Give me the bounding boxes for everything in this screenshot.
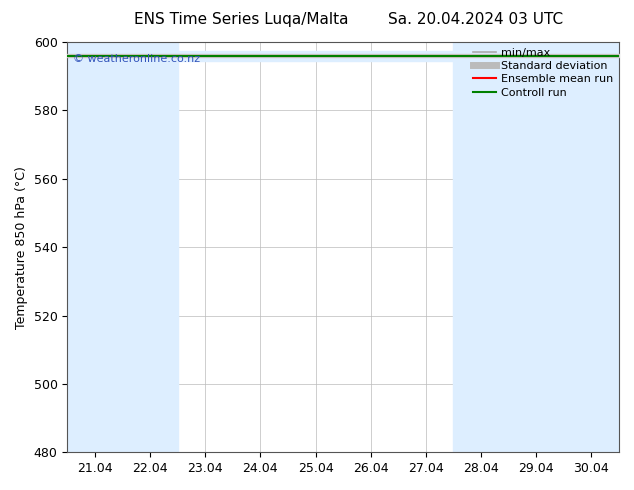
Bar [122,42,178,452]
Legend: min/max, Standard deviation, Ensemble mean run, Controll run: min/max, Standard deviation, Ensemble me… [474,48,614,98]
Y-axis label: Temperature 850 hPa (°C): Temperature 850 hPa (°C) [15,166,28,329]
Bar [564,42,619,452]
Text: Sa. 20.04.2024 03 UTC: Sa. 20.04.2024 03 UTC [388,12,563,27]
Bar [67,42,122,452]
Bar [453,42,508,452]
Text: © weatheronline.co.nz: © weatheronline.co.nz [73,54,200,64]
Bar [508,42,564,452]
Text: ENS Time Series Luqa/Malta: ENS Time Series Luqa/Malta [134,12,348,27]
